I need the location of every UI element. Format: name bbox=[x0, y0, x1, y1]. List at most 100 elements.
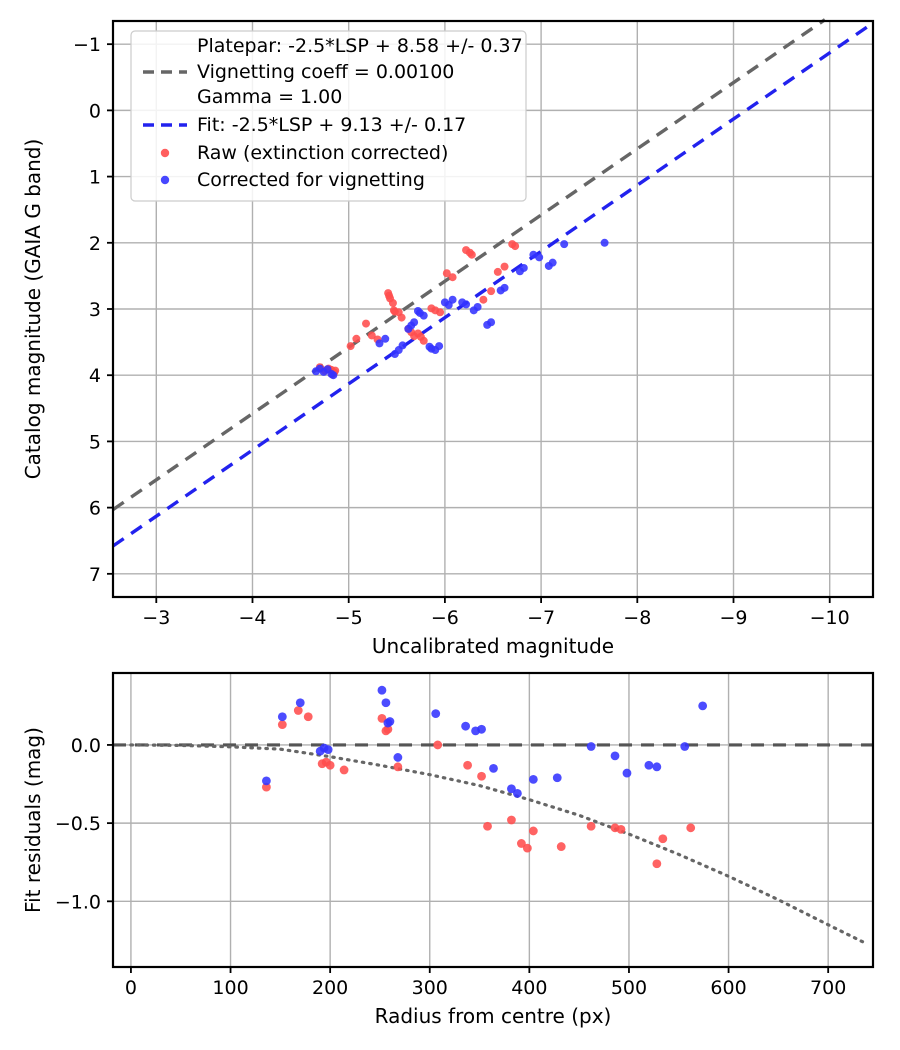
data-point bbox=[277, 712, 287, 722]
ytick-label-3: 2 bbox=[89, 233, 101, 255]
data-point bbox=[487, 318, 496, 327]
data-point bbox=[477, 724, 486, 734]
data-point bbox=[473, 303, 482, 312]
legend-background bbox=[130, 30, 527, 202]
xtick-label-4: 400 bbox=[511, 977, 547, 999]
data-point bbox=[311, 367, 320, 376]
data-point bbox=[383, 724, 393, 734]
xtick-label-2: −5 bbox=[335, 607, 363, 629]
xtick-label-6: 600 bbox=[710, 977, 746, 999]
data-point bbox=[477, 771, 486, 781]
xtick-label-4: −7 bbox=[527, 607, 555, 629]
data-point bbox=[367, 331, 376, 340]
data-point bbox=[339, 765, 349, 775]
upper-xaxis-label: Uncalibrated magnitude bbox=[372, 634, 614, 658]
data-point bbox=[560, 240, 569, 249]
data-point bbox=[461, 721, 471, 731]
lower-xaxis-label: Radius from centre (px) bbox=[375, 1004, 612, 1028]
data-point bbox=[522, 843, 532, 853]
data-point bbox=[600, 238, 609, 247]
data-point bbox=[644, 760, 654, 770]
data-point bbox=[293, 706, 303, 715]
data-point bbox=[586, 742, 596, 751]
lower-series-corrected bbox=[261, 685, 708, 798]
lower-gridlines bbox=[113, 673, 873, 967]
legend-label-4: Raw (extinction corrected) bbox=[197, 142, 448, 164]
data-point bbox=[556, 842, 566, 851]
upper-series-corrected bbox=[311, 238, 609, 380]
ytick-label-7: 6 bbox=[89, 498, 101, 520]
ytick-label-6: 5 bbox=[89, 431, 101, 453]
xtick-label-7: −10 bbox=[810, 607, 850, 629]
ytick-label-4: 3 bbox=[89, 299, 101, 321]
data-point bbox=[303, 712, 313, 722]
xtick-label-6: −9 bbox=[719, 607, 747, 629]
xtick-label-1: −4 bbox=[238, 607, 266, 629]
ytick-label-8: 7 bbox=[89, 564, 101, 586]
fit-line-platepar bbox=[112, 18, 826, 512]
data-point bbox=[388, 299, 397, 308]
data-point bbox=[686, 823, 696, 833]
legend-label-5: Corrected for vignetting bbox=[197, 169, 425, 191]
data-point bbox=[622, 768, 632, 778]
data-point bbox=[277, 720, 287, 730]
upper-yaxis-label: Catalog magnitude (GAIA G band) bbox=[21, 139, 45, 480]
data-point bbox=[487, 287, 496, 296]
lower-panel-fit-residuals: 0 100 200 300 400 500 600 700 0.0 −0.5 −1.0 Radius … bbox=[21, 671, 875, 1028]
data-point bbox=[323, 745, 333, 755]
xtick-label-0: 0 bbox=[125, 977, 137, 999]
lower-yaxis-label: Fit residuals (mag) bbox=[21, 727, 45, 913]
legend-label-2: Gamma = 1.00 bbox=[197, 86, 342, 108]
legend-dot-swatch bbox=[160, 148, 170, 158]
xtick-label-2: 200 bbox=[312, 977, 348, 999]
xtick-label-3: 300 bbox=[412, 977, 448, 999]
data-point bbox=[519, 263, 528, 272]
data-point bbox=[610, 751, 620, 761]
vignetting-model-curve bbox=[129, 743, 865, 944]
data-point bbox=[616, 824, 626, 834]
data-point bbox=[493, 267, 502, 276]
data-point bbox=[513, 789, 522, 798]
data-point bbox=[489, 763, 498, 773]
data-point bbox=[507, 784, 516, 794]
data-point bbox=[397, 313, 406, 322]
data-point bbox=[511, 242, 520, 251]
data-point bbox=[507, 815, 516, 825]
legend-entry-4: Raw (extinction corrected) bbox=[160, 142, 448, 164]
xtick-label-1: 100 bbox=[212, 977, 248, 999]
ytick-label-1: 0 bbox=[89, 100, 101, 122]
xtick-label-7: 700 bbox=[810, 977, 846, 999]
data-point bbox=[680, 742, 690, 751]
legend-entry-2: Gamma = 1.00 bbox=[197, 86, 342, 108]
data-point bbox=[552, 773, 562, 783]
lower-axes-frame bbox=[111, 671, 875, 969]
data-point bbox=[500, 262, 509, 271]
data-point bbox=[528, 826, 538, 836]
ytick-label-2: 1 bbox=[89, 167, 101, 189]
legend-label-0: Platepar: -2.5*LSP + 8.58 +/- 0.37 bbox=[197, 35, 523, 57]
data-point bbox=[652, 762, 662, 772]
data-point bbox=[419, 311, 428, 320]
data-point bbox=[375, 339, 384, 348]
data-point bbox=[528, 774, 538, 784]
legend-entry-0: Platepar: -2.5*LSP + 8.58 +/- 0.37 bbox=[197, 35, 523, 57]
data-point bbox=[433, 740, 443, 750]
data-point bbox=[448, 273, 457, 282]
ytick-label-0: 0.0 bbox=[71, 735, 101, 757]
data-point bbox=[381, 334, 390, 343]
ytick-label-2: −1.0 bbox=[55, 891, 101, 913]
data-point bbox=[385, 717, 395, 726]
data-point bbox=[548, 258, 557, 267]
legend-label-3: Fit: -2.5*LSP + 9.13 +/- 0.17 bbox=[197, 114, 466, 136]
data-point bbox=[462, 300, 471, 309]
data-point bbox=[419, 336, 428, 345]
data-point bbox=[393, 762, 403, 772]
legend: Platepar: -2.5*LSP + 8.58 +/- 0.37 Vignet… bbox=[130, 30, 527, 202]
data-point bbox=[436, 308, 445, 317]
data-point bbox=[431, 709, 441, 719]
data-point bbox=[377, 685, 387, 695]
legend-entry-1: Vignetting coeff = 0.00100 bbox=[143, 61, 454, 83]
legend-dot-swatch bbox=[160, 175, 170, 185]
data-point bbox=[261, 776, 271, 786]
